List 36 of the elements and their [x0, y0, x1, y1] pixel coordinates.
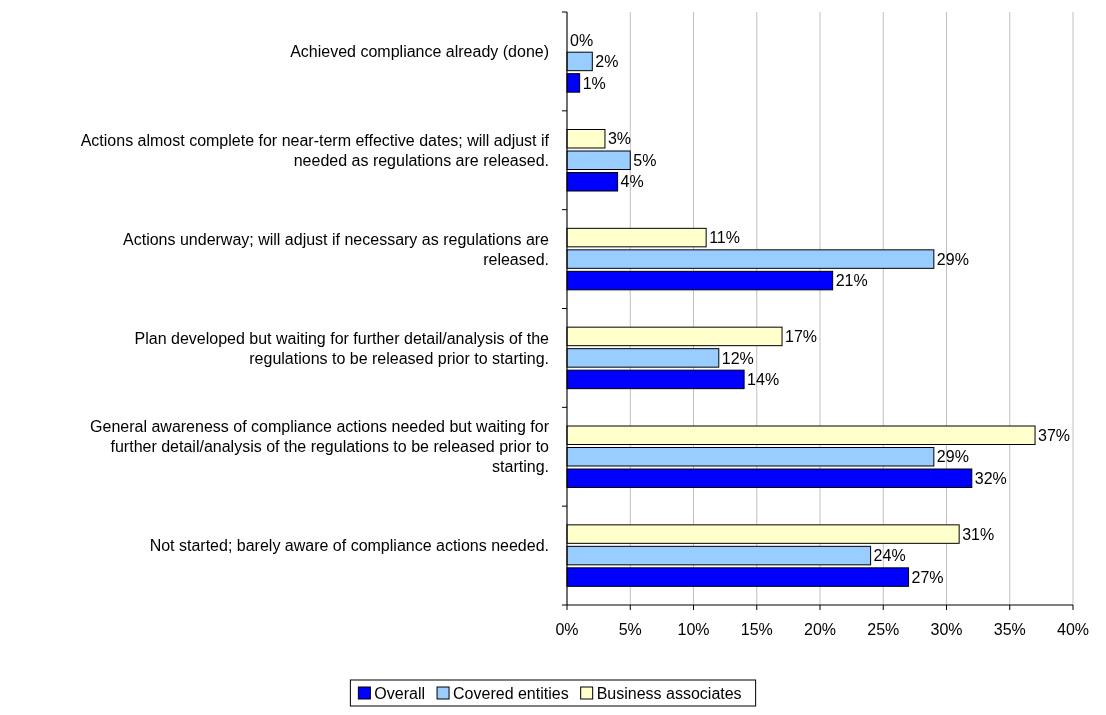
x-tick-label: 0%: [555, 621, 579, 638]
data-label: 12%: [721, 349, 754, 367]
data-label: 2%: [595, 53, 619, 71]
legend-label: Covered entities: [453, 684, 569, 702]
y-tick-label: Actions almost complete for near-term effective dates; will adjust if needed as regulations are released.: [80, 131, 550, 169]
data-label: 1%: [582, 74, 606, 92]
data-label: 5%: [633, 151, 657, 169]
legend-label: Overall: [374, 684, 426, 702]
data-label: 21%: [835, 272, 868, 290]
data-label: 17%: [785, 328, 818, 346]
data-label: 29%: [936, 250, 969, 268]
x-tick-label: 40%: [1056, 621, 1090, 638]
x-tick-label: 20%: [803, 621, 837, 638]
y-tick-label: Achieved compliance already (done): [290, 43, 549, 61]
data-label: 27%: [911, 568, 944, 586]
data-label: 29%: [936, 448, 969, 466]
data-label: 32%: [974, 469, 1007, 487]
x-tick-label: 10%: [677, 621, 710, 638]
x-tick-label: 5%: [618, 621, 642, 638]
x-tick-label: 30%: [930, 621, 963, 638]
data-label: 11%: [709, 229, 740, 247]
legend-label: Business associates: [596, 684, 742, 702]
y-tick-label: Actions underway; will adjust if necessary as regulations are released.: [123, 230, 550, 268]
x-tick-label: 15%: [740, 621, 773, 638]
data-label: 0%: [570, 31, 594, 49]
y-tick-label: Plan developed but waiting for further detail/analysis of the regulations to be released prior to starting.: [134, 329, 550, 367]
data-label: 24%: [873, 547, 906, 565]
x-tick-label: 25%: [867, 621, 900, 638]
data-label: 4%: [620, 173, 644, 191]
data-label: 31%: [962, 525, 995, 543]
y-tick-label: Not started; barely aware of compliance actions needed.: [149, 537, 549, 555]
y-tick-label: General awareness of compliance actions needed but waiting for further detail/analysis of the regulations to be released prior to starting.: [90, 418, 550, 476]
data-label: 37%: [1038, 426, 1071, 444]
data-label: 14%: [747, 371, 780, 389]
data-label: 3%: [607, 130, 632, 148]
x-tick-label: 35%: [993, 621, 1026, 638]
